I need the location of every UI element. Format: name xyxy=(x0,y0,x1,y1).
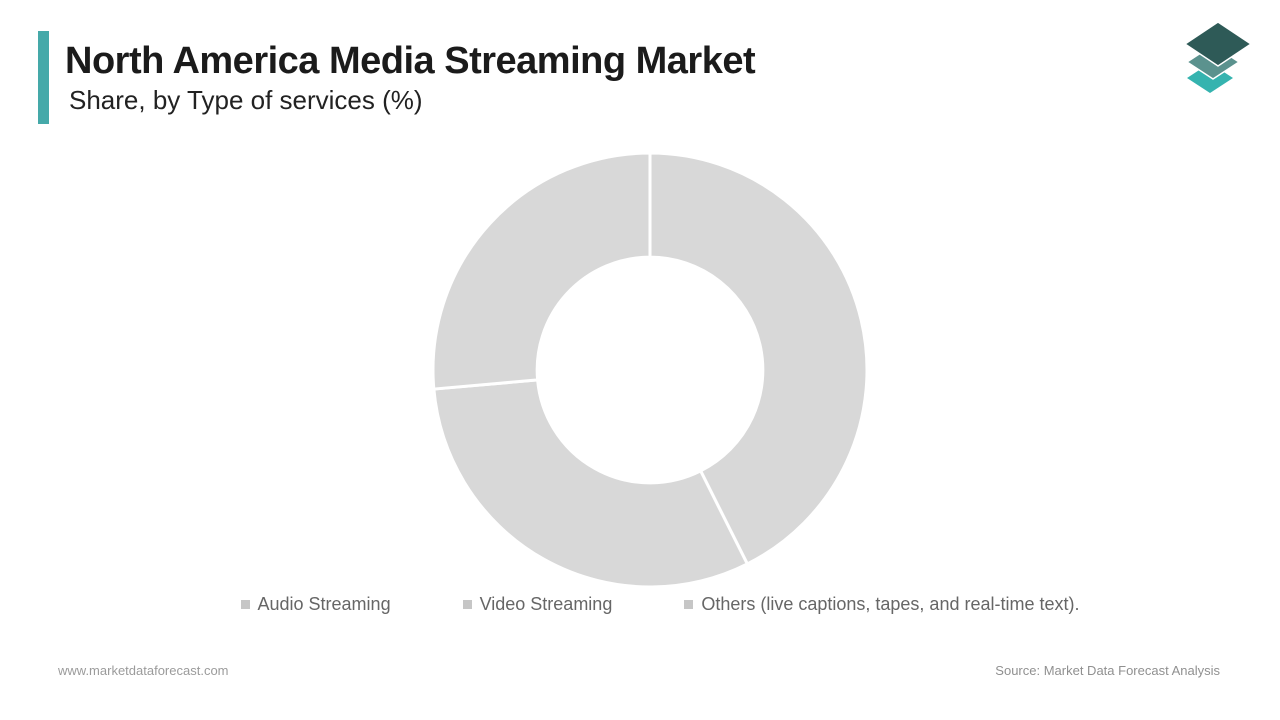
donut-segment-1[interactable] xyxy=(432,378,749,589)
legend-item-video-streaming[interactable]: Video Streaming xyxy=(462,594,613,615)
legend-item-others[interactable]: Others (live captions, tapes, and real-t… xyxy=(684,594,1080,615)
donut-segment-2[interactable] xyxy=(431,151,652,391)
website-url: www.marketdataforecast.com xyxy=(58,663,229,678)
source-note: Source: Market Data Forecast Analysis xyxy=(995,663,1220,678)
logo-layer-top xyxy=(1183,21,1253,67)
legend-marker-icon xyxy=(462,600,472,609)
header: North America Media Streaming Market Sha… xyxy=(65,38,756,117)
legend-marker-icon xyxy=(684,600,694,609)
chart-legend: Audio Streaming Video Streaming Others (… xyxy=(0,594,1280,615)
legend-marker-icon xyxy=(240,600,250,609)
donut-chart xyxy=(431,151,869,589)
page-subtitle: Share, by Type of services (%) xyxy=(69,85,423,115)
donut-segment-0[interactable] xyxy=(648,151,869,566)
title-accent-bar xyxy=(38,31,49,124)
legend-item-audio-streaming[interactable]: Audio Streaming xyxy=(240,594,391,615)
page-title: North America Media Streaming Market xyxy=(65,40,756,82)
legend-label: Others (live captions, tapes, and real-t… xyxy=(701,594,1080,614)
legend-label: Video Streaming xyxy=(479,594,613,614)
layered-diamonds-logo-icon xyxy=(1183,21,1253,93)
legend-label: Audio Streaming xyxy=(257,594,391,614)
